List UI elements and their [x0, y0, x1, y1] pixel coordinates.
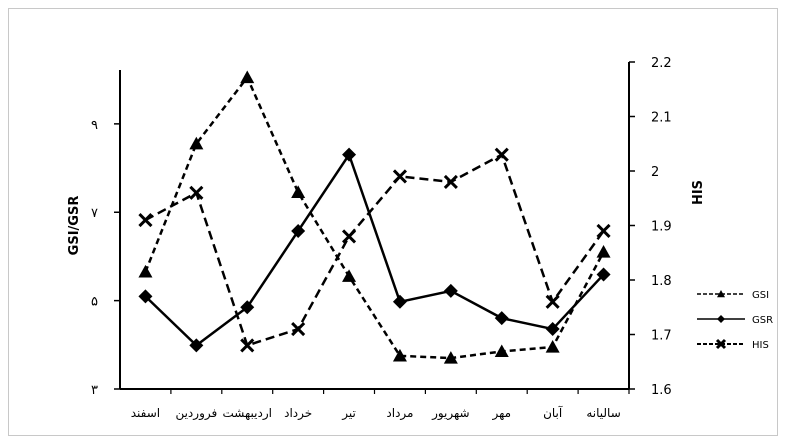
x-tick-label: اردیبهشت [223, 406, 272, 421]
legend-label-his: HIS [752, 340, 769, 351]
right-tick-label: 1.9 [651, 220, 672, 235]
chart-frame [8, 8, 778, 436]
data-point-gsr [392, 294, 407, 309]
x-tick-label: سالیانه [586, 406, 620, 420]
data-point-gsr [291, 223, 306, 238]
x-tick-label: آبان [543, 405, 563, 420]
legend-marker-gsr [717, 315, 725, 323]
left-tick-label: ۵ [91, 295, 98, 310]
right-axis-title: HIS [691, 180, 706, 205]
data-point-his [545, 294, 560, 309]
legend-marker-gsi [717, 290, 725, 298]
left-tick-label: ۹ [91, 118, 98, 133]
x-tick-label: فروردین [175, 406, 217, 421]
data-point-his [138, 212, 153, 228]
left-axis-title: GSI/GSR [67, 196, 82, 256]
data-point-gsr [443, 283, 458, 298]
right-tick-label: 2 [651, 165, 659, 180]
data-point-gsi [596, 245, 611, 258]
right-tick-label: 1.6 [651, 383, 672, 398]
data-point-his [341, 229, 357, 244]
x-tick-label: اسفند [131, 406, 160, 420]
series-line-gsr [144, 151, 605, 348]
series-line-gsi [144, 75, 605, 360]
data-point-gsi [545, 340, 560, 353]
x-tick-label: تیر [341, 406, 356, 421]
data-point-gsr [342, 147, 357, 162]
data-point-his [596, 223, 611, 239]
legend-marker-his [715, 338, 727, 350]
data-point-gsi [392, 348, 407, 362]
data-point-gsi [240, 70, 255, 84]
data-point-his [443, 174, 458, 189]
data-point-his [494, 147, 509, 162]
data-point-gsi [189, 136, 204, 150]
data-point-gsi [443, 351, 458, 364]
x-tick-label: مرداد [386, 406, 413, 421]
data-point-gsr [189, 338, 204, 353]
x-tick-label: شهریور [431, 406, 470, 421]
data-point-his [392, 169, 408, 184]
data-point-gsr [596, 267, 611, 282]
data-point-gsr [240, 300, 255, 315]
right-tick-label: 2.1 [651, 111, 672, 126]
data-point-gsr [545, 322, 560, 337]
data-point-gsi [342, 269, 357, 282]
data-point-gsr [138, 289, 153, 304]
data-point-his [240, 338, 255, 353]
right-tick-label: 2.2 [651, 56, 672, 71]
legend-label-gsi: GSI [752, 290, 769, 301]
data-point-gsi [138, 264, 153, 278]
data-point-his [291, 321, 306, 337]
right-tick-label: 1.7 [651, 329, 672, 344]
data-point-his [189, 185, 204, 200]
x-tick-label: خرداد [284, 406, 312, 421]
data-point-gsi [494, 344, 509, 358]
left-tick-label: ۷ [91, 206, 98, 221]
left-tick-label: ۳ [91, 383, 98, 398]
data-point-gsi [291, 185, 306, 198]
x-tick-label: مهر [491, 406, 511, 421]
right-tick-label: 1.8 [651, 274, 672, 289]
data-point-gsr [494, 311, 509, 326]
legend-label-gsr: GSR [752, 315, 773, 326]
